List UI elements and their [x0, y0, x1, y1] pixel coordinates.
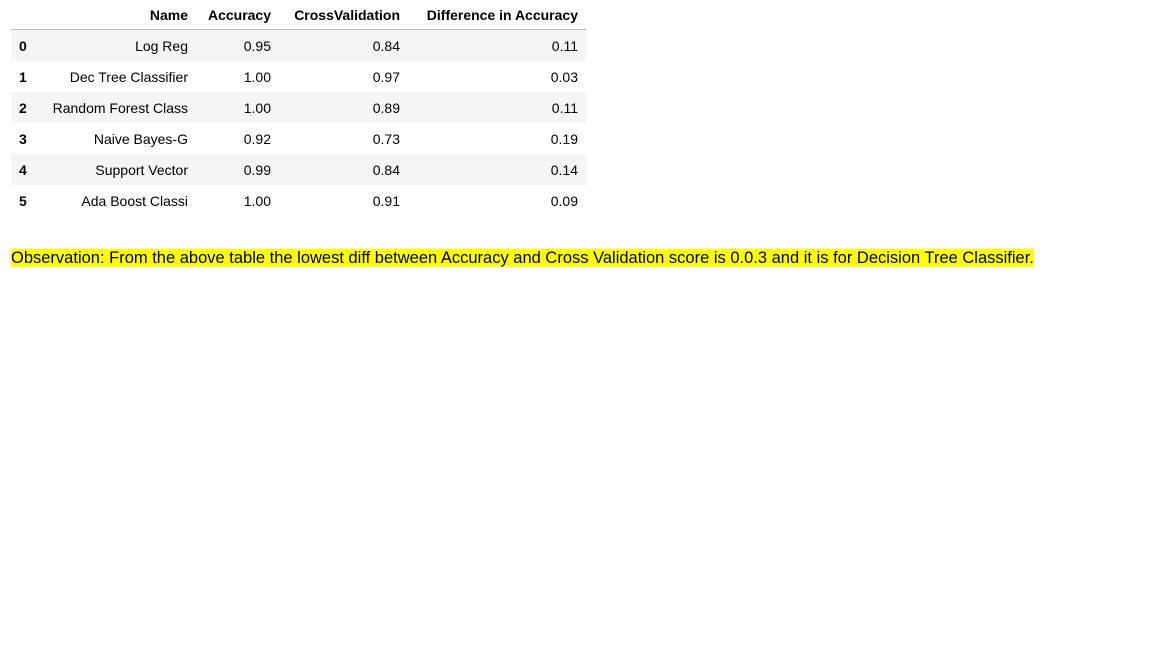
cell-crossvalidation: 0.84	[372, 161, 400, 178]
row-index: 0	[19, 37, 27, 54]
column-header-index	[11, 0, 35, 30]
row-index: 2	[19, 99, 27, 116]
column-header-crossvalidation: CrossValidation	[279, 0, 408, 30]
cell-accuracy: 0.92	[243, 130, 271, 147]
cell-name: Ada Boost Classi	[81, 192, 188, 209]
row-index: 1	[19, 68, 27, 85]
table-row: 4 Support Vector 0.99 0.84 0.14	[11, 154, 586, 185]
observation-text-highlighted: Observation: From the above table the lo…	[11, 249, 1034, 267]
cell-difference: 0.11	[551, 99, 578, 116]
table-row: 0 Log Reg 0.95 0.84 0.11	[11, 29, 586, 61]
cell-crossvalidation: 0.97	[372, 68, 400, 85]
cell-name: Naive Bayes-G	[93, 130, 188, 147]
cell-accuracy: 0.95	[243, 37, 271, 54]
column-header-name: Name	[35, 0, 196, 30]
cell-difference: 0.09	[550, 192, 578, 209]
cell-name: Support Vector	[95, 161, 188, 178]
row-index: 4	[19, 161, 27, 178]
column-header-difference: Difference in Accuracy	[408, 0, 586, 30]
table-row: 5 Ada Boost Classi 1.00 0.91 0.09	[11, 185, 586, 216]
cell-crossvalidation: 0.73	[372, 130, 400, 147]
cell-accuracy: 1.00	[243, 99, 271, 116]
table-header-row: Name Accuracy CrossValidation Difference…	[11, 0, 586, 30]
cell-crossvalidation: 0.91	[372, 192, 400, 209]
table-row: 2 Random Forest Class 1.00 0.89 0.11	[11, 92, 586, 123]
row-index: 3	[19, 130, 27, 147]
dataframe-output: Name Accuracy CrossValidation Difference…	[11, 0, 586, 216]
cell-name: Log Reg	[135, 37, 188, 54]
cell-difference: 0.19	[550, 130, 578, 147]
table-row: 1 Dec Tree Classifier 1.00 0.97 0.03	[11, 61, 586, 92]
cell-difference: 0.11	[551, 37, 578, 54]
column-header-accuracy: Accuracy	[196, 0, 279, 30]
cell-accuracy: 0.99	[243, 161, 271, 178]
observation-note: Observation: From the above table the lo…	[11, 248, 1034, 269]
cell-name: Dec Tree Classifier	[69, 68, 188, 85]
table-row: 3 Naive Bayes-G 0.92 0.73 0.19	[11, 123, 586, 154]
cell-accuracy: 1.00	[243, 192, 271, 209]
row-index: 5	[19, 192, 27, 209]
cell-difference: 0.03	[550, 68, 578, 85]
cell-crossvalidation: 0.84	[372, 37, 400, 54]
cell-crossvalidation: 0.89	[372, 99, 400, 116]
cell-accuracy: 1.00	[243, 68, 271, 85]
cell-name: Random Forest Class	[52, 99, 188, 116]
results-table: Name Accuracy CrossValidation Difference…	[11, 0, 586, 216]
cell-difference: 0.14	[550, 161, 578, 178]
